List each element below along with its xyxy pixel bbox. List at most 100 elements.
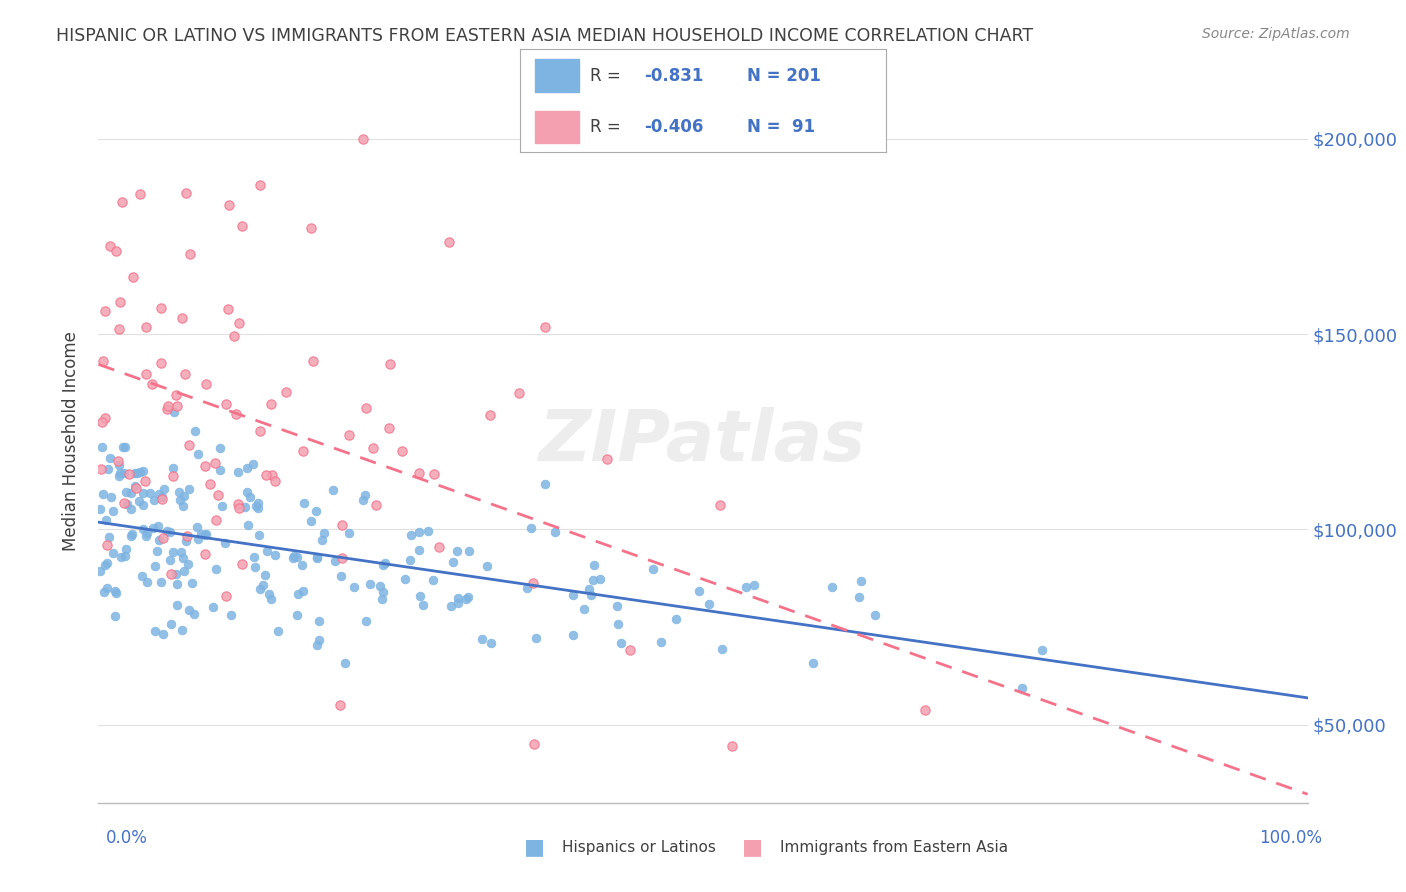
Point (101, 504, 124, 518)
Point (156, 402, 179, 417)
Point (356, 615, 378, 629)
Point (110, 549, 132, 564)
Point (408, 543, 430, 558)
Point (508, 385, 530, 400)
Point (122, 269, 145, 284)
Point (156, 400, 179, 414)
Point (267, 624, 290, 638)
Point (183, 607, 205, 621)
Point (610, 636, 633, 650)
Text: -0.831: -0.831 (644, 67, 704, 85)
Point (479, 635, 502, 649)
Point (91, 416, 114, 430)
Point (226, 465, 249, 479)
Point (606, 599, 628, 613)
Point (305, 504, 328, 518)
Point (333, 656, 356, 670)
Point (150, 491, 173, 505)
Point (132, 498, 155, 512)
Point (202, 599, 225, 614)
Point (152, 531, 174, 545)
Point (408, 466, 430, 480)
Point (262, 467, 284, 482)
Point (150, 492, 173, 507)
Point (562, 588, 585, 602)
Point (374, 556, 396, 570)
FancyBboxPatch shape (534, 60, 579, 92)
Point (215, 590, 238, 604)
Point (108, 295, 131, 310)
Point (128, 493, 150, 508)
Text: R =: R = (589, 118, 626, 136)
Point (214, 397, 236, 411)
Point (226, 497, 249, 511)
Point (104, 584, 127, 599)
Point (194, 376, 217, 391)
Point (176, 529, 198, 543)
Point (228, 500, 250, 515)
Point (287, 587, 309, 601)
Point (131, 522, 153, 536)
Point (849, 574, 872, 588)
Point (285, 550, 308, 565)
Point (208, 463, 231, 477)
Point (534, 477, 557, 491)
Point (246, 500, 269, 515)
Point (562, 627, 585, 641)
Point (259, 592, 281, 607)
Point (456, 591, 478, 606)
Point (371, 558, 394, 572)
Text: N = 201: N = 201 (747, 67, 821, 85)
Point (152, 627, 174, 641)
Point (863, 608, 886, 623)
Point (128, 187, 150, 202)
Point (179, 246, 201, 260)
Point (218, 198, 240, 212)
Point (207, 488, 229, 502)
Point (291, 443, 314, 458)
Point (160, 616, 183, 631)
Point (166, 598, 188, 612)
Point (236, 461, 259, 475)
Point (104, 608, 127, 623)
Point (368, 579, 391, 593)
Point (135, 529, 157, 543)
Point (439, 235, 461, 250)
Point (471, 632, 494, 647)
Point (416, 524, 439, 539)
Point (292, 496, 315, 510)
Point (129, 465, 152, 479)
Point (172, 499, 194, 513)
Point (665, 612, 688, 626)
Point (204, 456, 226, 470)
Point (399, 527, 422, 541)
Point (354, 488, 377, 502)
Point (112, 466, 135, 480)
Text: 0.0%: 0.0% (105, 830, 148, 847)
Point (337, 525, 360, 540)
Point (173, 564, 195, 578)
Point (205, 513, 228, 527)
Point (94, 558, 117, 572)
Point (305, 551, 328, 566)
Text: -0.406: -0.406 (644, 118, 704, 136)
Point (394, 572, 416, 586)
Point (447, 597, 470, 611)
Point (352, 492, 374, 507)
Point (96, 557, 118, 571)
Point (121, 529, 143, 543)
Point (427, 540, 450, 554)
Point (801, 656, 824, 670)
Point (256, 544, 278, 558)
Point (98, 238, 121, 252)
Point (848, 591, 870, 605)
Point (100, 490, 122, 504)
Point (330, 517, 353, 532)
Point (233, 500, 256, 514)
Point (243, 559, 266, 574)
Point (114, 549, 136, 563)
Point (94, 411, 117, 425)
Point (124, 466, 146, 480)
Point (1011, 681, 1033, 696)
Point (821, 580, 844, 594)
